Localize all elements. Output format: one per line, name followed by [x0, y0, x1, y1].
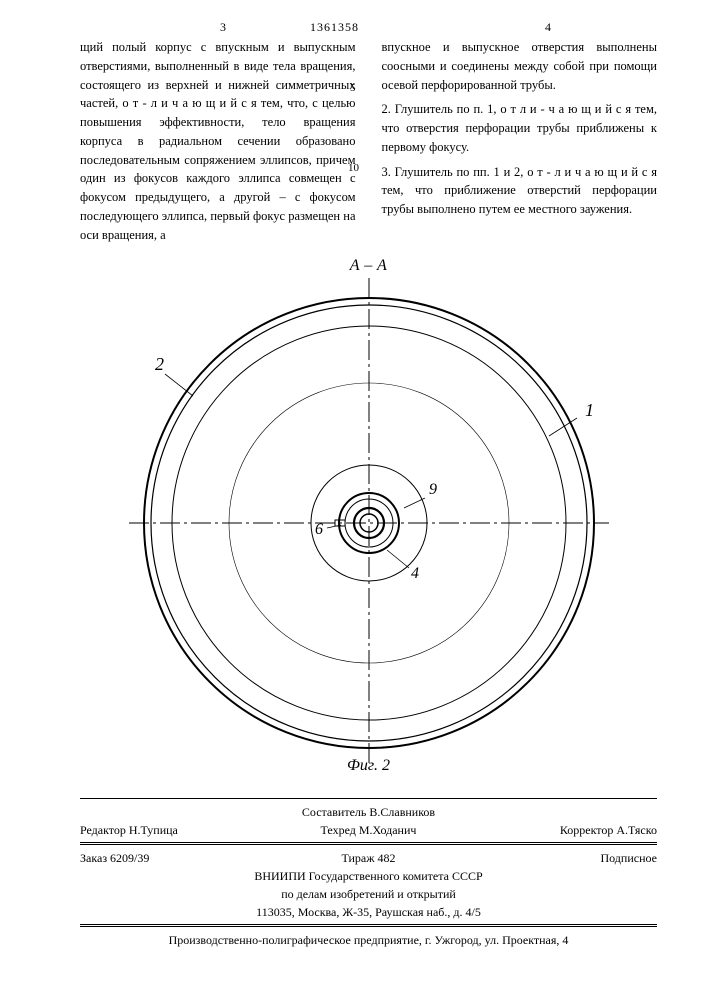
order-row: Заказ 6209/39 Тираж 482 Подписное — [80, 842, 657, 867]
claim-text-left: щий полый корпус с впускным и выпускным … — [80, 40, 356, 242]
corrector-name: А.Тяско — [616, 823, 657, 837]
patent-page: 3 1361358 4 5 10 щий полый корпус с впус… — [0, 0, 707, 1000]
corrector-label: Корректор — [560, 823, 614, 837]
compiler-label: Составитель — [302, 805, 366, 819]
editor-label: Редактор — [80, 823, 126, 837]
line-marker-10: 10 — [348, 160, 359, 177]
org-line-2: по делам изобретений и открытий — [80, 885, 657, 903]
text-columns: 5 10 щий полый корпус с впускным и выпус… — [80, 38, 657, 244]
printer-line: Производственно-полиграфическое предприя… — [80, 924, 657, 949]
callout-1: 1 — [585, 400, 594, 420]
left-column: 5 10 щий полый корпус с впускным и выпус… — [80, 38, 356, 244]
imprint-block: Составитель В.Славников Редактор Н.Тупиц… — [80, 798, 657, 949]
techred-name: М.Ходанич — [359, 823, 417, 837]
claim-text-r3: 3. Глушитель по пп. 1 и 2, о т - л и ч а… — [382, 163, 658, 219]
org-address: 113035, Москва, Ж-35, Раушская наб., д. … — [80, 903, 657, 921]
figure-2: A – A 1 2 — [80, 254, 657, 794]
right-column: впускное и выпускное отверстия выполнены… — [382, 38, 658, 244]
page-num-right: 4 — [545, 18, 552, 36]
corrector-cell: Корректор А.Тяско — [465, 821, 657, 839]
compiler-row: Составитель В.Славников — [80, 798, 657, 821]
callout-9: 9 — [429, 481, 437, 498]
tirazh: Тираж 482 — [272, 849, 464, 867]
editor-cell: Редактор Н.Тупица — [80, 821, 272, 839]
line-marker-5: 5 — [350, 80, 356, 97]
callout-2: 2 — [155, 354, 164, 374]
section-label: A – A — [350, 254, 387, 278]
order-no: Заказ 6209/39 — [80, 849, 272, 867]
patent-number: 1361358 — [310, 18, 359, 36]
callout-4: 4 — [411, 565, 419, 582]
callout-6: 6 — [315, 521, 323, 538]
claim-text-r1: впускное и выпускное отверстия выполнены… — [382, 38, 658, 94]
techred-label: Техред — [321, 823, 356, 837]
org-line-1: ВНИИПИ Государственного комитета СССР — [80, 867, 657, 885]
compiler-name: В.Славников — [369, 805, 435, 819]
page-num-left: 3 — [220, 18, 227, 36]
staff-row: Редактор Н.Тупица Техред М.Ходанич Корре… — [80, 821, 657, 839]
claim-text-r2: 2. Глушитель по п. 1, о т л и - ч а ю щ … — [382, 100, 658, 156]
figure-drawing: 1 2 9 6 4 — [129, 278, 609, 768]
editor-name: Н.Тупица — [129, 823, 178, 837]
figure-caption: Фиг. 2 — [347, 754, 390, 778]
subscription: Подписное — [465, 849, 657, 867]
techred-cell: Техред М.Ходанич — [272, 821, 464, 839]
